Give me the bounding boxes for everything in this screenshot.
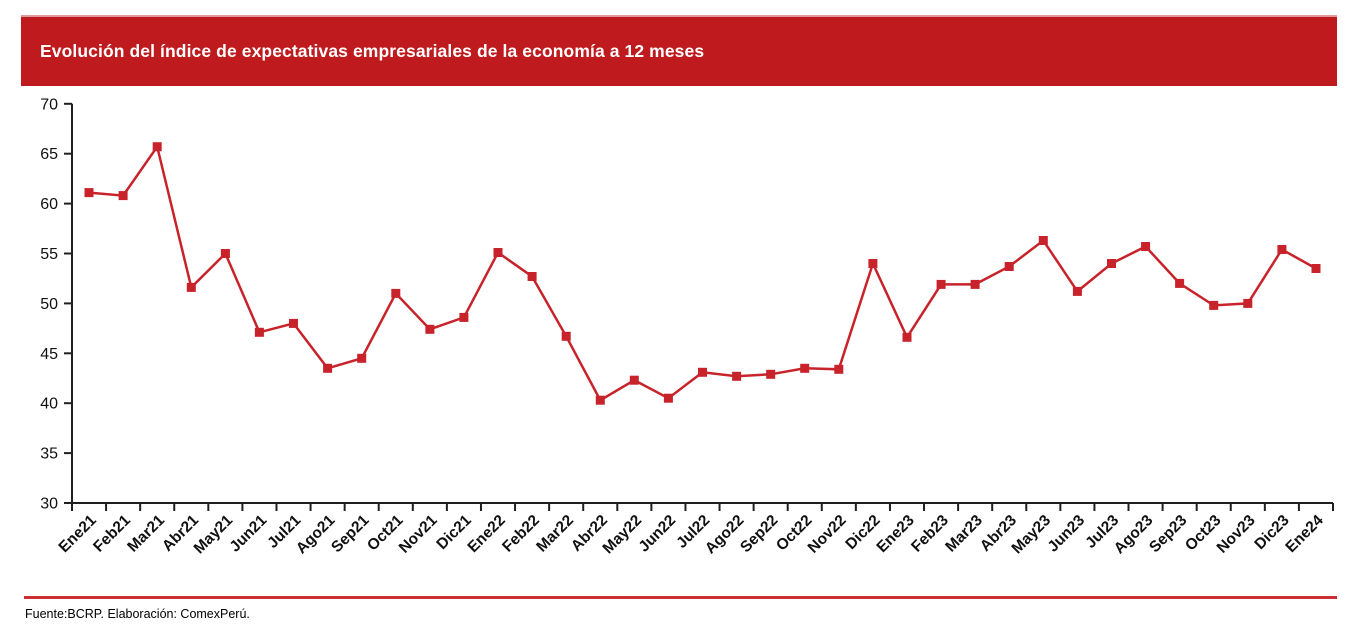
data-point-marker xyxy=(527,272,537,281)
x-axis-label: Ene24 xyxy=(1282,512,1327,557)
data-point-marker xyxy=(425,324,435,334)
x-axis-label: Nov23 xyxy=(1214,512,1259,557)
data-point-marker xyxy=(663,393,673,403)
data-point-marker xyxy=(357,353,367,363)
y-axis-tick-label: 40 xyxy=(40,396,58,413)
x-axis-label: Ago23 xyxy=(1111,512,1157,558)
data-point-marker xyxy=(186,282,196,292)
data-point-marker xyxy=(1311,264,1321,273)
data-point-marker xyxy=(1072,286,1082,296)
x-axis-label: Feb22 xyxy=(499,512,543,556)
data-point-marker xyxy=(1038,236,1048,245)
data-point-marker xyxy=(902,332,912,342)
x-axis-label: Sep22 xyxy=(737,512,781,556)
x-axis-label: Ago22 xyxy=(702,512,748,558)
y-axis-tick-label: 45 xyxy=(40,346,58,363)
y-axis-tick-label: 65 xyxy=(40,146,58,163)
x-axis-label: Sep21 xyxy=(328,512,373,557)
data-point-marker xyxy=(1175,278,1185,288)
data-point-marker xyxy=(84,188,94,198)
data-point-marker xyxy=(1277,245,1287,254)
x-axis-label: Ene21 xyxy=(56,512,101,557)
data-point-marker xyxy=(1243,298,1253,308)
data-point-marker xyxy=(629,375,639,385)
footer-divider xyxy=(24,596,1337,599)
data-point-marker xyxy=(254,327,264,337)
data-point-marker xyxy=(595,395,605,405)
data-point-marker xyxy=(220,249,230,258)
data-point-marker xyxy=(561,331,571,341)
data-point-marker xyxy=(970,279,980,289)
x-axis-label: May21 xyxy=(191,512,237,558)
x-axis-label: Ago21 xyxy=(293,512,339,558)
y-axis-tick-label: 30 xyxy=(40,496,58,513)
x-axis-label: Mar22 xyxy=(533,512,577,556)
x-axis-label: Feb23 xyxy=(908,512,952,556)
x-axis-label: Jun23 xyxy=(1045,512,1089,556)
y-axis-tick-label: 60 xyxy=(40,196,58,213)
data-point-marker xyxy=(1107,259,1116,268)
chart-title: Evolución del índice de expectativas emp… xyxy=(40,41,705,61)
y-axis-tick-label: 35 xyxy=(40,446,58,463)
data-point-marker xyxy=(152,142,162,152)
chart-title-banner: Evolución del índice de expectativas emp… xyxy=(21,15,1337,86)
x-axis-label: Nov22 xyxy=(805,512,850,557)
y-axis-tick-label: 55 xyxy=(40,246,58,263)
data-point-marker xyxy=(391,288,401,298)
source-note: Fuente:BCRP. Elaboración: ComexPerú. xyxy=(25,607,250,621)
data-point-marker xyxy=(698,367,707,377)
data-point-marker xyxy=(289,318,298,328)
data-point-marker xyxy=(1004,262,1014,271)
x-axis-label: Jun21 xyxy=(227,512,271,556)
x-axis-label: Ene23 xyxy=(873,512,918,557)
x-axis-label: May22 xyxy=(600,512,646,558)
data-point-marker xyxy=(118,191,128,201)
data-point-marker xyxy=(1141,242,1151,251)
data-point-marker xyxy=(868,259,878,268)
data-point-marker xyxy=(732,371,742,381)
y-axis-tick-label: 50 xyxy=(40,296,58,313)
expectations-line-chart: 303540455055606570Ene21Feb21Mar21Abr21Ma… xyxy=(40,96,1334,558)
data-point-marker xyxy=(800,363,810,373)
x-axis-label: Sep23 xyxy=(1146,512,1191,557)
data-point-marker xyxy=(936,279,946,289)
data-point-marker xyxy=(323,363,333,373)
data-point-marker xyxy=(766,369,776,379)
x-axis-label: Mar23 xyxy=(942,512,986,556)
data-point-marker xyxy=(493,248,503,257)
x-axis-label: Feb21 xyxy=(90,512,134,556)
series-line xyxy=(88,143,1317,402)
x-axis-label: Nov21 xyxy=(396,512,441,557)
data-point-marker xyxy=(1209,300,1219,310)
x-axis-label: Mar21 xyxy=(124,512,168,556)
x-axis-label: Jun22 xyxy=(636,512,680,556)
x-axis-label: May23 xyxy=(1009,512,1055,558)
y-axis-tick-label: 70 xyxy=(40,96,58,113)
data-point-marker xyxy=(834,364,844,374)
x-axis-label: Ene22 xyxy=(465,512,509,556)
data-point-marker xyxy=(459,312,469,322)
